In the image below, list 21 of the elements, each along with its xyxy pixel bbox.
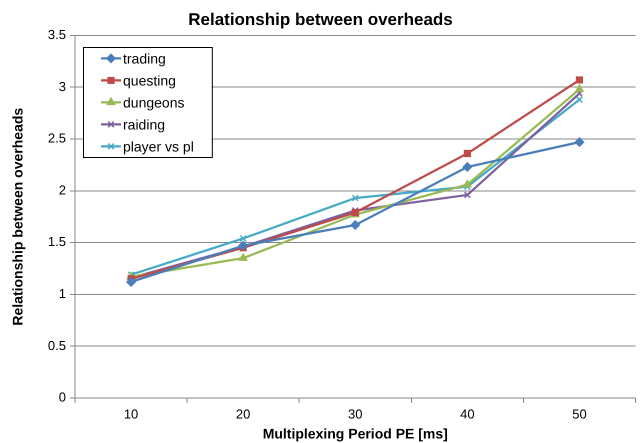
x-tick-label: 30 bbox=[348, 406, 362, 422]
y-tick-label: 0 bbox=[58, 390, 66, 405]
legend-label: dungeons bbox=[123, 94, 185, 110]
x-tick-label: 50 bbox=[572, 406, 587, 422]
x-tick-label: 40 bbox=[460, 406, 475, 422]
x-tick-label: 10 bbox=[124, 406, 138, 422]
legend-label: trading bbox=[123, 50, 166, 66]
chart-title: Relationship between overheads bbox=[188, 10, 453, 29]
y-tick-label: 0.5 bbox=[48, 338, 66, 353]
y-tick-label: 3.5 bbox=[48, 26, 66, 42]
x-axis-title: Multiplexing Period PE [ms] bbox=[262, 425, 448, 442]
legend-label: player vs pl bbox=[123, 138, 194, 154]
y-tick-label: 1 bbox=[58, 286, 66, 301]
y-tick-label: 3 bbox=[58, 78, 66, 94]
y-axis-title: Relationship between overheads bbox=[9, 108, 26, 326]
y-tick-label: 1.5 bbox=[48, 234, 66, 250]
y-tick-label: 2.5 bbox=[48, 130, 66, 146]
legend-label: raiding bbox=[123, 116, 166, 132]
legend-label: questing bbox=[123, 72, 176, 88]
x-tick-label: 20 bbox=[236, 406, 250, 422]
y-tick-label: 2 bbox=[58, 182, 66, 198]
